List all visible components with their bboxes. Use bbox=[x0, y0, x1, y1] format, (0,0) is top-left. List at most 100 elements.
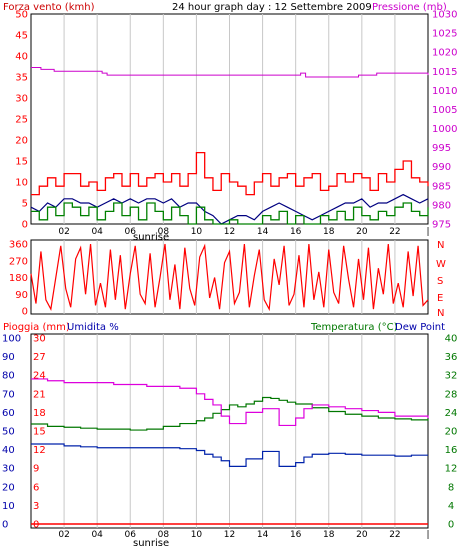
tick-wind: 45 bbox=[15, 31, 28, 42]
tick-wind: 40 bbox=[15, 52, 28, 63]
tick-wind: 20 bbox=[15, 136, 28, 147]
tick-wind: 50 bbox=[15, 10, 28, 21]
tick-direction: 270 bbox=[9, 256, 28, 267]
tick-direction: 0 bbox=[22, 307, 28, 318]
tick-hour: 10 bbox=[191, 227, 203, 237]
tick-pressure: 995 bbox=[432, 143, 451, 154]
tick-hour: 18 bbox=[323, 227, 335, 237]
tick-humidity: 100 bbox=[2, 334, 21, 345]
tick-pressure: 990 bbox=[432, 162, 451, 173]
tick-temperature: 36 bbox=[445, 352, 458, 363]
series-wind_gust bbox=[31, 151, 429, 196]
tick-rain: 21 bbox=[33, 389, 46, 400]
tick-pressure: 1030 bbox=[432, 10, 457, 21]
tick-pressure: 975 bbox=[432, 220, 451, 231]
tick-hour: 10 bbox=[191, 530, 203, 540]
tick-humidity: 50 bbox=[2, 427, 15, 438]
tick-labels: 0510152025303540455097598098599099510001… bbox=[2, 10, 457, 541]
tick-wind: 30 bbox=[15, 94, 28, 105]
series-wind-pressure bbox=[30, 66, 429, 225]
tick-hour: 16 bbox=[290, 227, 302, 237]
dir-label-s: S bbox=[437, 276, 443, 287]
tick-direction: 180 bbox=[9, 273, 28, 284]
tick-hour: | bbox=[426, 530, 429, 540]
series-temperature bbox=[31, 396, 429, 431]
tick-humidity: 10 bbox=[2, 501, 15, 512]
tick-hour: 06 bbox=[125, 530, 137, 540]
series-direction bbox=[30, 243, 429, 312]
series-pressure bbox=[31, 66, 429, 78]
tick-pressure: 1000 bbox=[432, 124, 457, 135]
tick-temperature: 0 bbox=[448, 520, 454, 531]
series-wind-direction bbox=[30, 243, 429, 312]
tick-hour: 08 bbox=[158, 530, 170, 540]
header-title: 24 hour graph day : 12 Settembre 2009 bbox=[172, 2, 372, 13]
legend-temperature: Temperatura (°C) bbox=[310, 322, 398, 333]
tick-hour: 04 bbox=[91, 227, 103, 237]
tick-hour: 20 bbox=[356, 530, 368, 540]
dir-label-n-bottom: N bbox=[437, 308, 444, 319]
tick-hour: 14 bbox=[257, 530, 269, 540]
tick-wind: 0 bbox=[22, 220, 28, 231]
tick-temperature: 24 bbox=[445, 408, 458, 419]
tick-humidity: 40 bbox=[2, 445, 15, 456]
tick-temperature: 32 bbox=[445, 371, 458, 382]
tick-rain: 30 bbox=[33, 334, 46, 345]
grid-temp-humidity bbox=[63, 334, 396, 528]
tick-humidity: 60 bbox=[2, 408, 15, 419]
tick-rain: 15 bbox=[33, 427, 46, 438]
tick-hour: 02 bbox=[58, 227, 69, 237]
tick-temperature: 28 bbox=[445, 389, 458, 400]
tick-humidity: 30 bbox=[2, 464, 15, 475]
tick-temperature: 40 bbox=[445, 334, 458, 345]
tick-humidity: 0 bbox=[2, 520, 8, 531]
tick-hour: 20 bbox=[356, 227, 368, 237]
tick-rain: 18 bbox=[33, 408, 46, 419]
series-temp-humidity bbox=[31, 378, 429, 525]
sunrise-label-top: sunrise bbox=[133, 232, 169, 243]
legend-dewpoint: Dew Point bbox=[395, 322, 445, 333]
tick-rain: 24 bbox=[33, 371, 46, 382]
series-humidity bbox=[31, 378, 429, 427]
tick-temperature: 8 bbox=[448, 482, 454, 493]
tick-direction: 360 bbox=[9, 240, 28, 251]
tick-hour: 04 bbox=[91, 530, 103, 540]
tick-rain: 12 bbox=[33, 445, 46, 456]
tick-pressure: 1010 bbox=[432, 86, 457, 97]
tick-hour: 22 bbox=[389, 227, 400, 237]
tick-pressure: 1005 bbox=[432, 105, 457, 116]
tick-hour: | bbox=[426, 227, 429, 237]
header-pressure-label: Pressione (mb) bbox=[372, 2, 447, 13]
tick-wind: 25 bbox=[15, 115, 28, 126]
tick-rain: 0 bbox=[33, 520, 39, 531]
header-wind-label: Forza vento (kmh) bbox=[3, 2, 95, 13]
tick-humidity: 70 bbox=[2, 389, 15, 400]
tick-wind: 35 bbox=[15, 73, 28, 84]
tick-wind: 15 bbox=[15, 157, 28, 168]
tick-pressure: 985 bbox=[432, 181, 451, 192]
tick-pressure: 1025 bbox=[432, 29, 457, 40]
tick-hour: 12 bbox=[224, 227, 235, 237]
tick-wind: 10 bbox=[15, 178, 28, 189]
legend-rain: Pioggia (mm) bbox=[3, 322, 70, 333]
tick-hour: 06 bbox=[125, 227, 137, 237]
tick-hour: 16 bbox=[290, 530, 302, 540]
tick-pressure: 980 bbox=[432, 200, 451, 211]
tick-temperature: 16 bbox=[445, 445, 458, 456]
sunrise-label-bottom: sunrise bbox=[133, 538, 169, 549]
tick-rain: 3 bbox=[33, 501, 39, 512]
tick-direction: 90 bbox=[15, 290, 28, 301]
tick-hour: 12 bbox=[224, 530, 235, 540]
dir-label-n-top: N bbox=[437, 240, 444, 251]
tick-temperature: 4 bbox=[448, 501, 454, 512]
tick-temperature: 20 bbox=[445, 427, 458, 438]
tick-hour: 08 bbox=[158, 227, 170, 237]
tick-wind: 5 bbox=[22, 199, 28, 210]
tick-hour: 22 bbox=[389, 530, 400, 540]
tick-rain: 27 bbox=[33, 352, 46, 363]
tick-humidity: 80 bbox=[2, 371, 15, 382]
dir-label-e: E bbox=[437, 293, 443, 304]
series-wind_avg bbox=[31, 202, 429, 225]
